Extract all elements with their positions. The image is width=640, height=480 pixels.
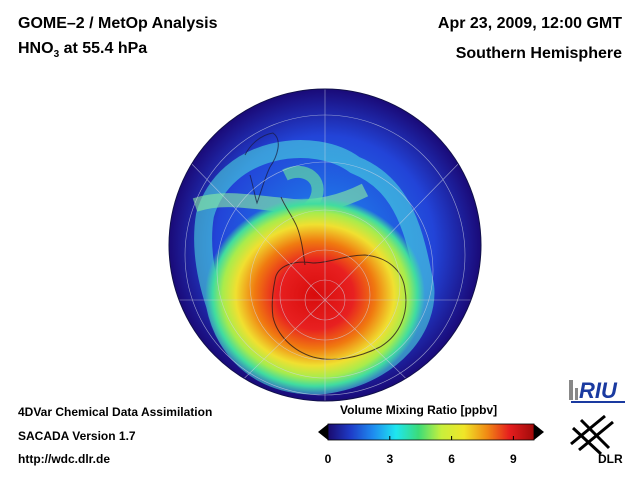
colorbar-tick-label: 3	[386, 452, 394, 466]
colorbar-tick-label: 6	[448, 452, 455, 466]
antarctica-outline	[271, 196, 407, 360]
colorbar-low-arrow	[318, 424, 328, 440]
species-level: at 55.4 hPa	[59, 40, 148, 57]
colorbar-label: Volume Mixing Ratio [ppbv]	[340, 403, 498, 417]
riu-logo-bar	[575, 388, 578, 400]
south-america-outline	[244, 132, 279, 205]
graticule	[169, 89, 481, 401]
data-center-url[interactable]: http://wdc.dlr.de	[18, 452, 110, 466]
polar-globe-map	[168, 88, 482, 402]
riu-logo-bar	[569, 380, 573, 400]
analysis-date: Apr 23, 2009, 12:00 GMT	[437, 15, 622, 32]
dlr-logo-text: DLR	[598, 452, 623, 466]
title-instrument: GOME–2 / MetOp Analysis	[18, 15, 218, 32]
colorbar-gradient	[327, 423, 535, 441]
colorbar-high-arrow	[534, 424, 544, 440]
vortex-high-core	[205, 197, 425, 393]
colorbar-tick-label: 9	[510, 452, 517, 466]
hemisphere-label: Southern Hemisphere	[455, 45, 622, 62]
globe-rim	[168, 88, 482, 402]
riu-logo-text: RIU	[579, 378, 618, 403]
species-subscript: 3	[53, 49, 60, 61]
species-prefix: HNO	[18, 40, 54, 57]
assimilation-method: 4DVar Chemical Data Assimilation	[18, 405, 213, 419]
colorbar	[318, 423, 544, 441]
software-version: SACADA Version 1.7	[18, 429, 136, 443]
colorbar-tick-marks	[327, 436, 514, 440]
riu-logo: RIU	[569, 378, 625, 403]
dlr-logo	[570, 414, 614, 456]
title-species: HNO3 at 55.4 hPa	[18, 40, 147, 60]
dlr-logo-emblem	[570, 414, 614, 456]
colorbar-tick-label: 0	[324, 452, 332, 466]
